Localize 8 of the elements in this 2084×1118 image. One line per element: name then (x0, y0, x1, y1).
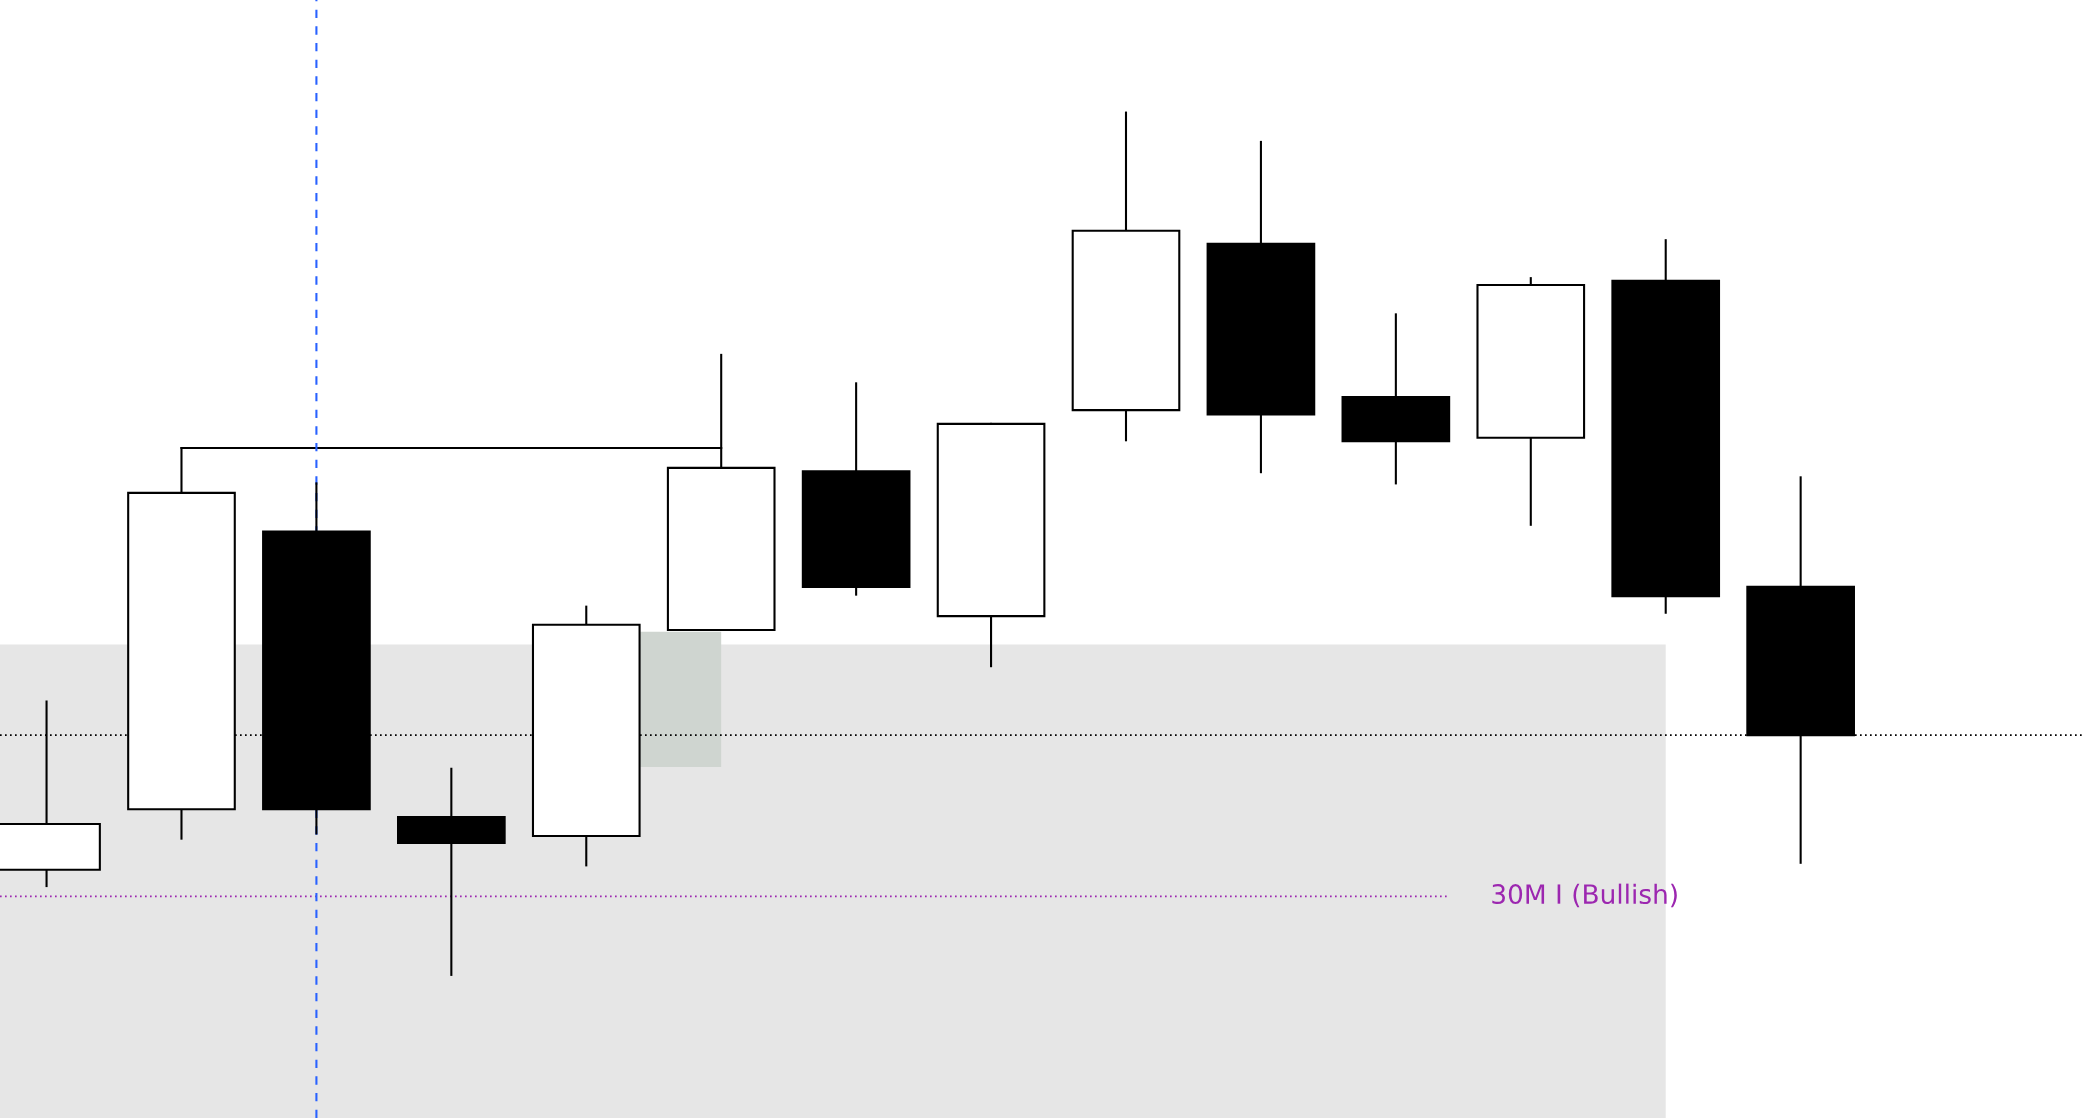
candlestick (1611, 239, 1721, 614)
ref-line-label: 30M I (Bullish) (1492, 883, 1677, 908)
candlestick (1341, 313, 1451, 485)
candlestick (1071, 111, 1181, 442)
candlestick (397, 767, 506, 976)
candlestick (1476, 277, 1586, 526)
candlestick (1206, 140, 1316, 474)
candlestick (801, 382, 911, 596)
